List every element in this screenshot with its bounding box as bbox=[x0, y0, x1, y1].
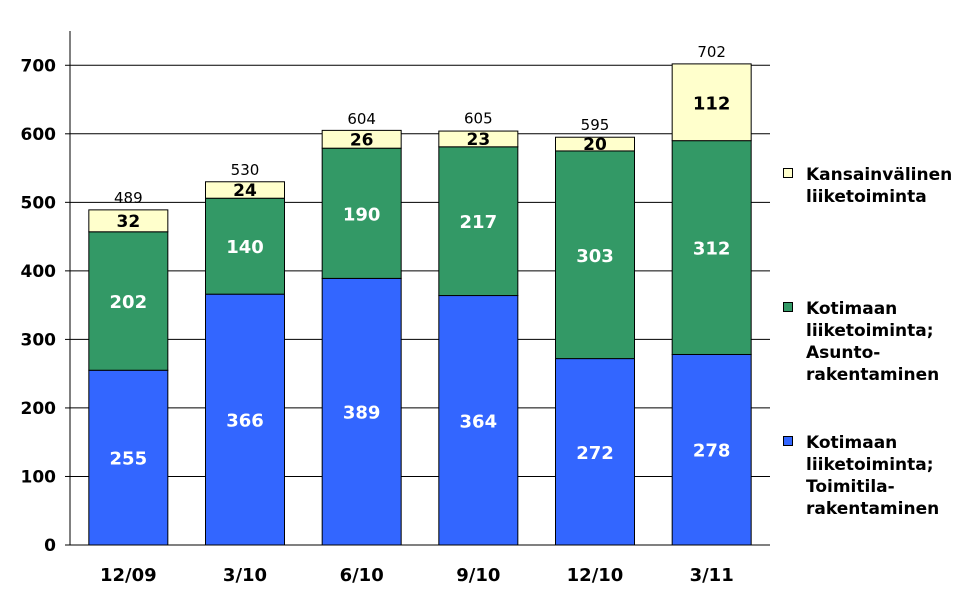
bar-segment-s0-0 bbox=[88, 369, 169, 546]
total-label-0: 489 bbox=[114, 189, 143, 207]
legend-label-toimitila: Kotimaan liiketoiminta; Toimitila- raken… bbox=[806, 433, 940, 519]
bar-segment-s0-4 bbox=[555, 358, 635, 546]
legend-swatch-toimitila bbox=[783, 436, 793, 446]
data-label-s0-1: 366 bbox=[226, 411, 264, 432]
y-tick-label-300: 300 bbox=[21, 330, 57, 350]
data-label-s0-0: 255 bbox=[110, 449, 148, 470]
total-label-4: 595 bbox=[581, 116, 610, 134]
y-tick-label-700: 700 bbox=[21, 56, 57, 76]
data-label-s2-3: 23 bbox=[466, 130, 490, 150]
bar-segment-s2-4 bbox=[555, 136, 635, 152]
y-tick-label-200: 200 bbox=[21, 399, 57, 419]
legend-swatch-asunto bbox=[783, 302, 793, 312]
data-label-s0-5: 278 bbox=[693, 441, 731, 462]
bar-segment-s2-0 bbox=[88, 209, 169, 233]
bar-segment-s2-2 bbox=[321, 129, 402, 149]
data-label-s0-3: 364 bbox=[460, 411, 498, 432]
legend-swatch-kansainvalinen bbox=[783, 168, 793, 178]
data-label-s1-3: 217 bbox=[460, 212, 498, 233]
y-tick-label-600: 600 bbox=[21, 125, 57, 145]
legend-label-asunto: Kotimaan liiketoiminta; Asunto- rakentam… bbox=[806, 299, 940, 385]
x-tick-label-3: 9/10 bbox=[456, 565, 500, 586]
total-label-3: 605 bbox=[464, 109, 493, 127]
total-label-1: 530 bbox=[231, 161, 260, 179]
data-label-s2-5: 112 bbox=[693, 93, 731, 114]
data-label-s1-2: 190 bbox=[343, 204, 381, 225]
bar-segment-s1-2 bbox=[321, 147, 402, 279]
bar-segment-s2-1 bbox=[205, 181, 285, 199]
y-tick-label-500: 500 bbox=[21, 193, 57, 213]
data-label-s0-2: 389 bbox=[343, 403, 381, 424]
total-label-2: 604 bbox=[347, 110, 376, 128]
data-label-s1-4: 303 bbox=[576, 246, 614, 267]
data-label-s2-0: 32 bbox=[116, 212, 140, 232]
bar-segment-s1-4 bbox=[555, 150, 635, 360]
bar-segment-s1-3 bbox=[438, 146, 519, 297]
legend-label-kansainvalinen: Kansainvälinen liiketoiminta bbox=[806, 165, 953, 207]
data-label-s2-1: 24 bbox=[233, 181, 257, 201]
y-tick-label-0: 0 bbox=[44, 536, 56, 556]
data-label-s2-4: 20 bbox=[583, 135, 607, 155]
y-tick-label-100: 100 bbox=[21, 467, 57, 487]
data-label-s1-1: 140 bbox=[226, 237, 264, 258]
x-tick-label-5: 3/11 bbox=[690, 565, 734, 586]
x-tick-label-1: 3/10 bbox=[223, 565, 267, 586]
data-label-s1-0: 202 bbox=[110, 292, 148, 313]
bar-segment-s0-1 bbox=[205, 293, 285, 546]
bar-segment-s1-5 bbox=[671, 140, 752, 355]
y-tick-label-400: 400 bbox=[21, 262, 57, 282]
bar-segment-s2-3 bbox=[438, 130, 519, 148]
bar-segment-s2-5 bbox=[671, 63, 752, 142]
bar-segment-s0-5 bbox=[671, 353, 752, 546]
total-label-5: 702 bbox=[697, 43, 726, 61]
data-label-s0-4: 272 bbox=[576, 443, 614, 464]
data-label-s1-5: 312 bbox=[693, 239, 731, 260]
x-tick-label-2: 6/10 bbox=[340, 565, 384, 586]
bar-segment-s0-3 bbox=[438, 295, 519, 546]
x-tick-label-0: 12/09 bbox=[100, 565, 157, 586]
bar-segment-s0-2 bbox=[321, 277, 402, 546]
x-tick-label-4: 12/10 bbox=[567, 565, 624, 586]
data-label-s2-2: 26 bbox=[350, 130, 374, 150]
bar-segment-s1-0 bbox=[88, 231, 169, 371]
